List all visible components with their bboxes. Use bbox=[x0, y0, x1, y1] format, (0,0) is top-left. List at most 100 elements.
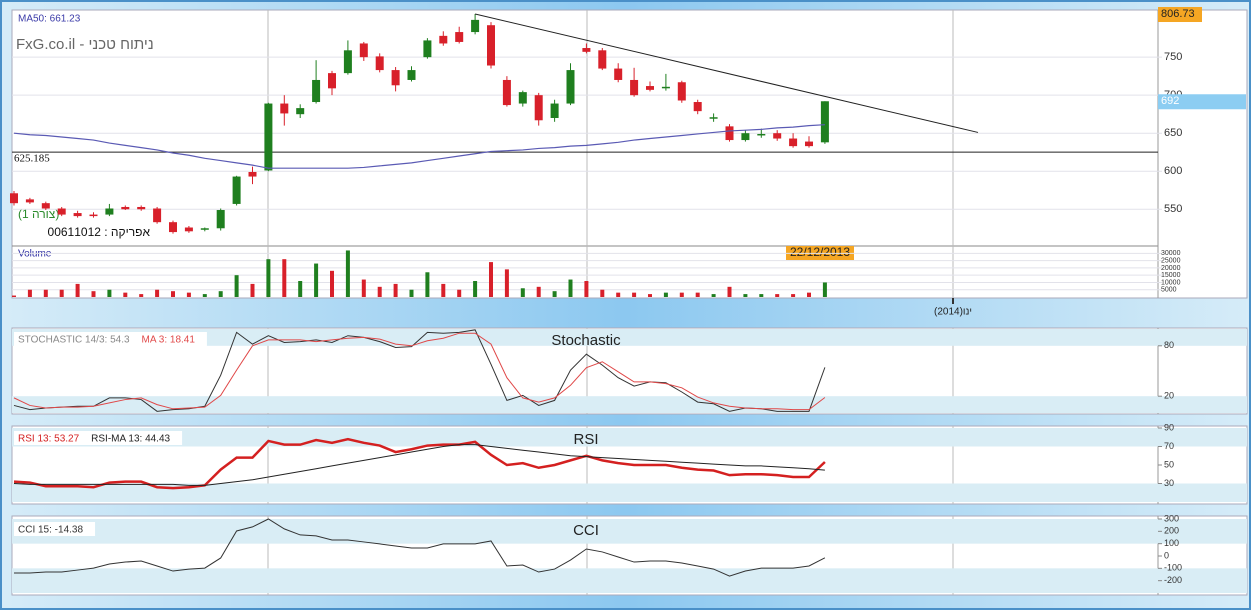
volume-bar bbox=[107, 289, 112, 297]
candle-body bbox=[805, 141, 813, 147]
volume-bar bbox=[759, 294, 764, 297]
candle-body bbox=[359, 43, 368, 58]
volume-bar bbox=[250, 283, 255, 297]
y-tick-label: 20 bbox=[1164, 391, 1174, 401]
candle-body bbox=[757, 133, 766, 136]
volume-bar bbox=[59, 289, 64, 297]
volume-bar bbox=[791, 294, 796, 297]
candle-body bbox=[487, 25, 495, 66]
candle-body bbox=[455, 32, 464, 42]
candle-body bbox=[693, 102, 702, 112]
y-tick-label: 0 bbox=[1164, 550, 1169, 560]
candle-body bbox=[725, 126, 734, 141]
volume-bar bbox=[536, 286, 541, 297]
y-tick-label: 5000 bbox=[1161, 287, 1177, 294]
price-label-box bbox=[1158, 7, 1202, 23]
candle-body bbox=[296, 108, 305, 115]
volume-bar bbox=[775, 294, 780, 297]
candle-body bbox=[328, 73, 336, 89]
candle-body bbox=[661, 86, 670, 89]
y-tick-label: 650 bbox=[1164, 127, 1182, 139]
legend-box bbox=[14, 522, 96, 536]
volume-bar bbox=[552, 291, 557, 297]
indicator-line bbox=[14, 518, 826, 577]
volume-bar bbox=[345, 250, 350, 297]
volume-bar bbox=[711, 294, 716, 297]
chart-title: FxG.co.il - ניתוח טכני bbox=[16, 36, 154, 53]
candle-body bbox=[200, 228, 209, 230]
candle-body bbox=[184, 227, 193, 232]
y-tick-label: 90 bbox=[1164, 422, 1174, 432]
ma-legend: MA50: 661.23 bbox=[18, 14, 81, 25]
candle-body bbox=[773, 133, 782, 139]
legend-label: MA 3: 18.41 bbox=[142, 335, 196, 346]
y-tick-label: 550 bbox=[1164, 203, 1182, 215]
volume-bar bbox=[123, 292, 128, 297]
y-tick-label: 50 bbox=[1164, 459, 1174, 469]
volume-bar bbox=[27, 289, 32, 297]
volume-bar bbox=[727, 286, 732, 297]
candle-body bbox=[25, 199, 34, 203]
candle-body bbox=[391, 70, 400, 86]
price-label: 806.73 bbox=[1161, 8, 1195, 20]
volume-bar bbox=[695, 292, 700, 297]
candle-body bbox=[820, 101, 829, 143]
volume-bar bbox=[743, 294, 748, 297]
volume-bar bbox=[155, 289, 160, 297]
volume-bar bbox=[425, 272, 430, 297]
volume-bar bbox=[393, 283, 398, 297]
volume-bar bbox=[266, 259, 271, 297]
candle-body bbox=[375, 56, 384, 71]
candle-body bbox=[312, 79, 321, 103]
volume-bar bbox=[330, 270, 334, 297]
volume-bar bbox=[473, 281, 478, 297]
band bbox=[12, 519, 1247, 544]
candle-body bbox=[89, 214, 98, 217]
candle-body bbox=[614, 68, 623, 80]
volume-bar bbox=[75, 283, 80, 297]
volume-bar bbox=[457, 289, 462, 297]
y-tick-label: 30 bbox=[1164, 478, 1174, 488]
x-tick-label: (2014)ינו bbox=[934, 307, 972, 318]
y-tick-label: 15000 bbox=[1161, 272, 1181, 279]
panel-title: Stochastic bbox=[551, 332, 621, 349]
panel-title: RSI bbox=[573, 431, 598, 448]
volume-bar bbox=[43, 289, 48, 297]
volume-bar bbox=[298, 281, 303, 297]
y-tick-label: 10000 bbox=[1161, 279, 1181, 286]
band bbox=[12, 396, 1247, 413]
legend-box bbox=[14, 332, 207, 346]
volume-bar bbox=[489, 262, 493, 297]
volume-bar bbox=[663, 292, 668, 297]
reference-label: 625.185 bbox=[14, 153, 50, 165]
volume-bar bbox=[632, 292, 637, 297]
candle-body bbox=[630, 79, 639, 96]
band bbox=[12, 428, 1247, 447]
volume-bar bbox=[314, 263, 319, 297]
y-tick-label: 100 bbox=[1164, 538, 1179, 548]
candle-body bbox=[343, 50, 352, 74]
candle-body bbox=[582, 48, 591, 52]
candle-body bbox=[232, 176, 241, 204]
volume-bar bbox=[234, 275, 239, 297]
price-label-box bbox=[1158, 94, 1246, 110]
volume-bar bbox=[600, 289, 605, 297]
indicator-line bbox=[13, 444, 825, 486]
legend-label: RSI-MA 13: 44.43 bbox=[91, 434, 170, 445]
legend-label: CCI 15: -14.38 bbox=[18, 525, 83, 536]
candle-body bbox=[137, 206, 146, 210]
volume-bar bbox=[584, 281, 589, 297]
candle-body bbox=[423, 40, 432, 58]
panel-title: CCI bbox=[573, 522, 599, 539]
candle-body bbox=[73, 213, 82, 217]
candle-body bbox=[471, 19, 480, 33]
price-panel bbox=[11, 9, 1248, 299]
volume-bar bbox=[409, 289, 414, 297]
candle-body bbox=[534, 95, 543, 121]
volume-bar bbox=[202, 294, 207, 297]
y-tick-label: 70 bbox=[1164, 441, 1174, 451]
y-tick-label: 200 bbox=[1164, 526, 1179, 536]
volume-bar bbox=[504, 269, 509, 297]
candle-body bbox=[550, 103, 559, 118]
